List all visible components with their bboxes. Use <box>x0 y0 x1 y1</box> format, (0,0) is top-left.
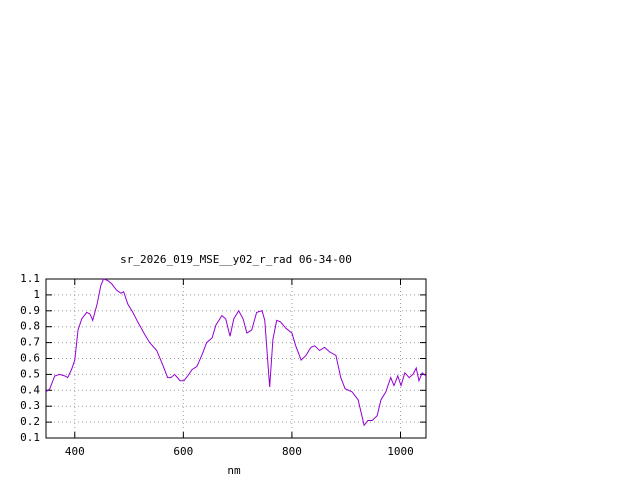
y-tick-label: 1 <box>33 288 40 301</box>
chart-title: sr_2026_019_MSE__y02_r_rad 06-34-00 <box>120 253 352 266</box>
y-tick-label: 1.1 <box>20 272 40 285</box>
x-tick-label: 800 <box>282 445 302 458</box>
y-tick-label: 0.4 <box>20 383 40 396</box>
y-tick-label: 0.5 <box>20 367 40 380</box>
plot-border <box>45 278 427 439</box>
y-tick-label: 0.6 <box>20 352 40 365</box>
x-tick-label: 1000 <box>387 445 414 458</box>
x-tick-label: 400 <box>65 445 85 458</box>
x-axis-label: nm <box>227 464 241 477</box>
x-tick-label: 600 <box>173 445 193 458</box>
y-tick-label: 0.1 <box>20 431 40 444</box>
y-tick-label: 0.8 <box>20 320 40 333</box>
y-tick-label: 0.3 <box>20 399 40 412</box>
y-tick-label: 0.2 <box>20 415 40 428</box>
data-line <box>45 278 427 427</box>
y-tick-label: 0.7 <box>20 336 40 349</box>
y-tick-label: 0.9 <box>20 304 40 317</box>
